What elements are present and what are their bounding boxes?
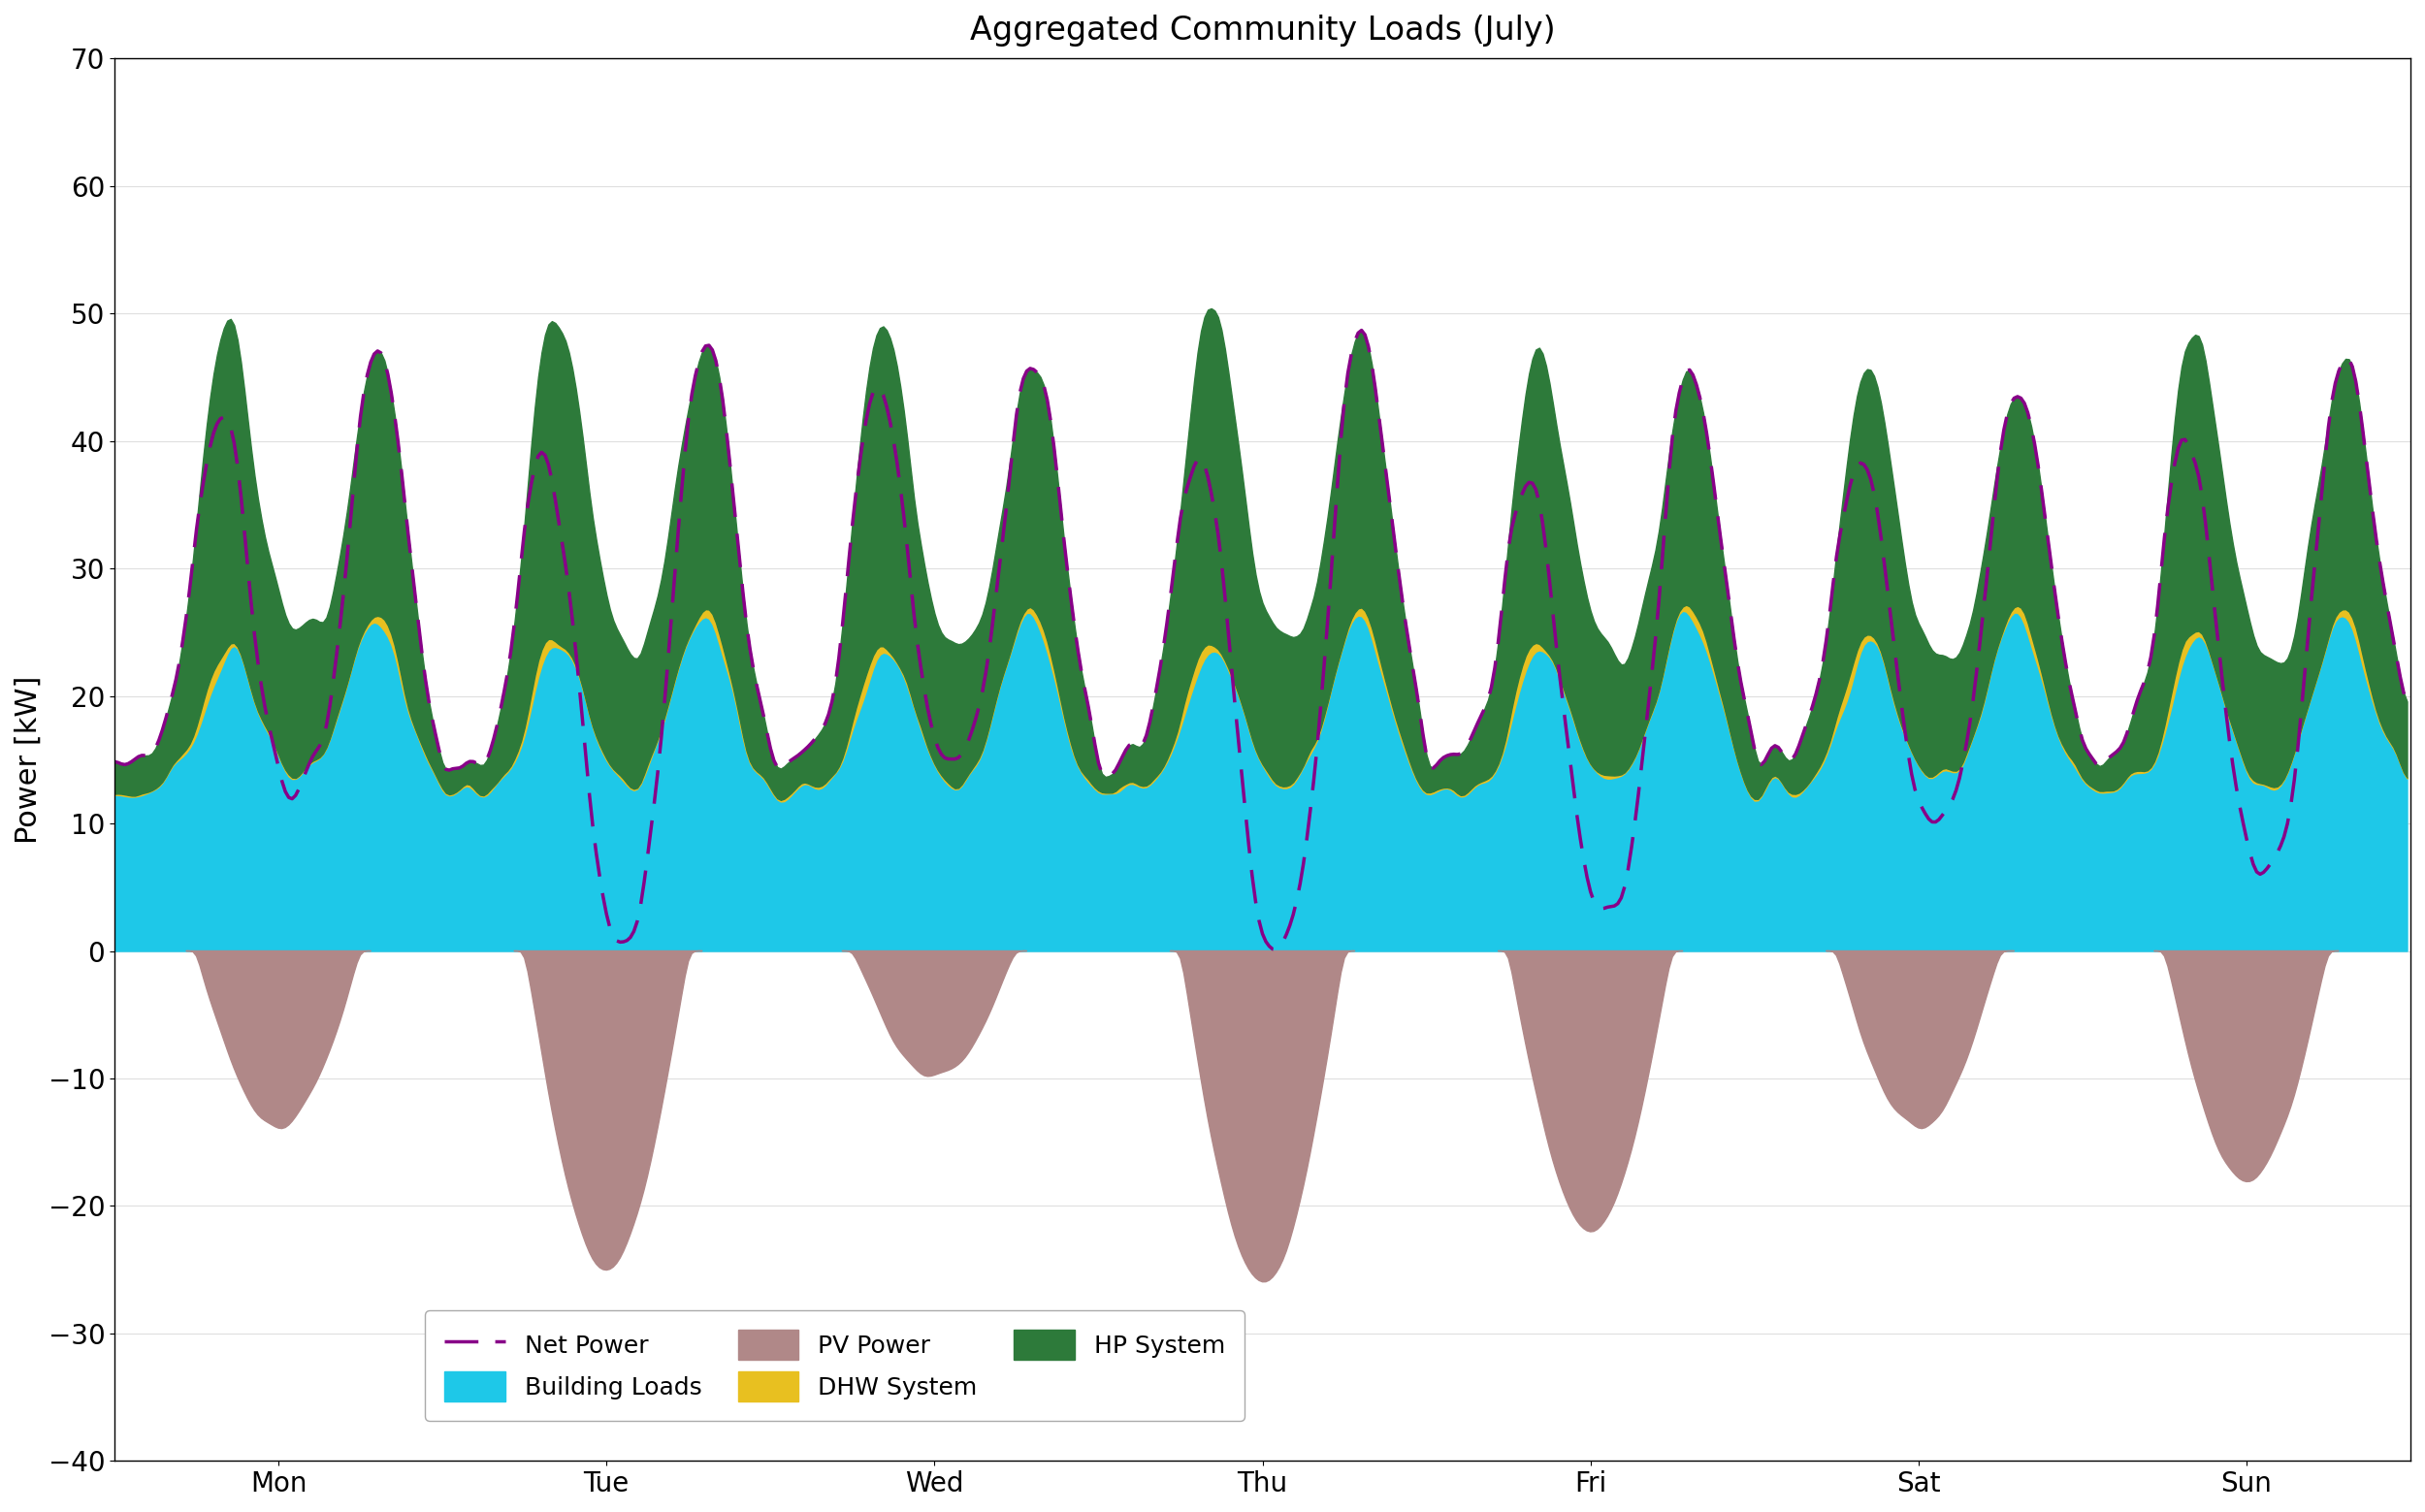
Y-axis label: Power [kW]: Power [kW] [15, 676, 44, 844]
Title: Aggregated Community Loads (July): Aggregated Community Loads (July) [970, 15, 1554, 47]
Legend: Net Power, Building Loads, PV Power, DHW System, HP System: Net Power, Building Loads, PV Power, DHW… [424, 1311, 1244, 1421]
